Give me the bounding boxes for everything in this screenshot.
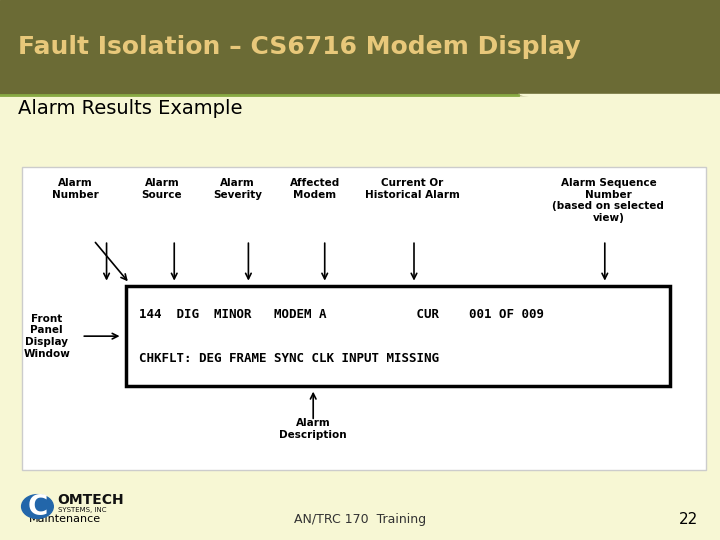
Text: SYSTEMS, INC: SYSTEMS, INC [58, 507, 106, 514]
Text: Maintenance: Maintenance [29, 515, 101, 524]
Text: OMTECH: OMTECH [58, 492, 125, 507]
Text: Alarm Results Example: Alarm Results Example [18, 98, 243, 118]
Text: AN/TRC 170  Training: AN/TRC 170 Training [294, 513, 426, 526]
Text: Alarm
Source: Alarm Source [142, 178, 182, 200]
Text: Alarm
Description: Alarm Description [279, 418, 347, 440]
Bar [0, 0, 720, 94]
Text: Current Or
Historical Alarm: Current Or Historical Alarm [365, 178, 460, 200]
Text: Alarm
Severity: Alarm Severity [213, 178, 262, 200]
Circle shape [22, 495, 53, 518]
Text: Front
Panel
Display
Window: Front Panel Display Window [23, 314, 71, 359]
Text: 144  DIG  MINOR   MODEM A            CUR    001 OF 009: 144 DIG MINOR MODEM A CUR 001 OF 009 [139, 308, 544, 321]
Text: 22: 22 [679, 512, 698, 527]
Text: C: C [27, 492, 48, 521]
Polygon shape [518, 94, 720, 104]
Text: Alarm
Number: Alarm Number [53, 178, 99, 200]
Text: CHKFLT: DEG FRAME SYNC CLK INPUT MISSING: CHKFLT: DEG FRAME SYNC CLK INPUT MISSING [139, 352, 439, 365]
Bar [22, 167, 706, 470]
Text: Affected
Modem: Affected Modem [289, 178, 340, 200]
Bar [126, 286, 670, 386]
Text: Alarm Sequence
Number
(based on selected
view): Alarm Sequence Number (based on selected… [552, 178, 665, 223]
Text: Fault Isolation – CS6716 Modem Display: Fault Isolation – CS6716 Modem Display [18, 35, 580, 59]
